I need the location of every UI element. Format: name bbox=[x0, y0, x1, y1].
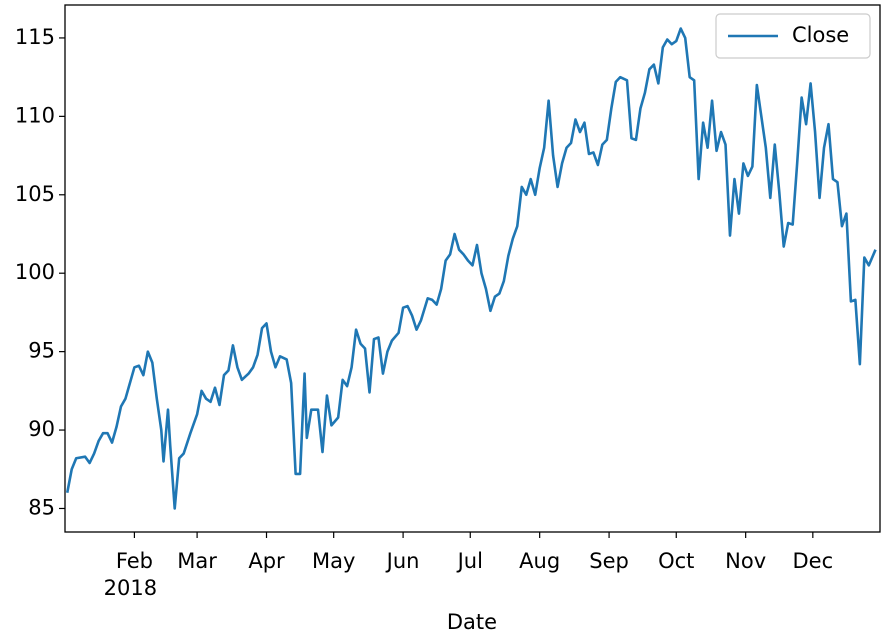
axes-frame bbox=[64, 4, 881, 533]
y-tick-label: 110 bbox=[15, 103, 55, 127]
x-tick-label: Jul bbox=[456, 549, 483, 573]
legend-label: Close bbox=[792, 23, 849, 47]
x-tick-label: Mar bbox=[177, 549, 217, 573]
x-year-label: 2018 bbox=[104, 576, 157, 600]
y-tick-label: 115 bbox=[15, 25, 55, 49]
x-tick-label: Sep bbox=[589, 549, 629, 573]
x-tick-label: Nov bbox=[725, 549, 766, 573]
x-tick-label: Dec bbox=[793, 549, 834, 573]
y-tick-label: 95 bbox=[28, 339, 55, 363]
x-tick-label: Oct bbox=[658, 549, 694, 573]
y-tick-label: 90 bbox=[28, 417, 55, 441]
x-tick-label: May bbox=[312, 549, 355, 573]
x-tick-label: Jun bbox=[385, 549, 420, 573]
x-tick-label: Feb bbox=[116, 549, 153, 573]
x-tick-label: Aug bbox=[519, 549, 560, 573]
x-axis-label: Date bbox=[447, 610, 497, 634]
x-tick-label: Apr bbox=[248, 549, 285, 573]
y-tick-label: 105 bbox=[15, 182, 55, 206]
y-tick-label: 85 bbox=[28, 495, 55, 519]
legend-box bbox=[715, 13, 871, 59]
line bbox=[65, 27, 877, 510]
y-tick-label: 100 bbox=[15, 260, 55, 284]
